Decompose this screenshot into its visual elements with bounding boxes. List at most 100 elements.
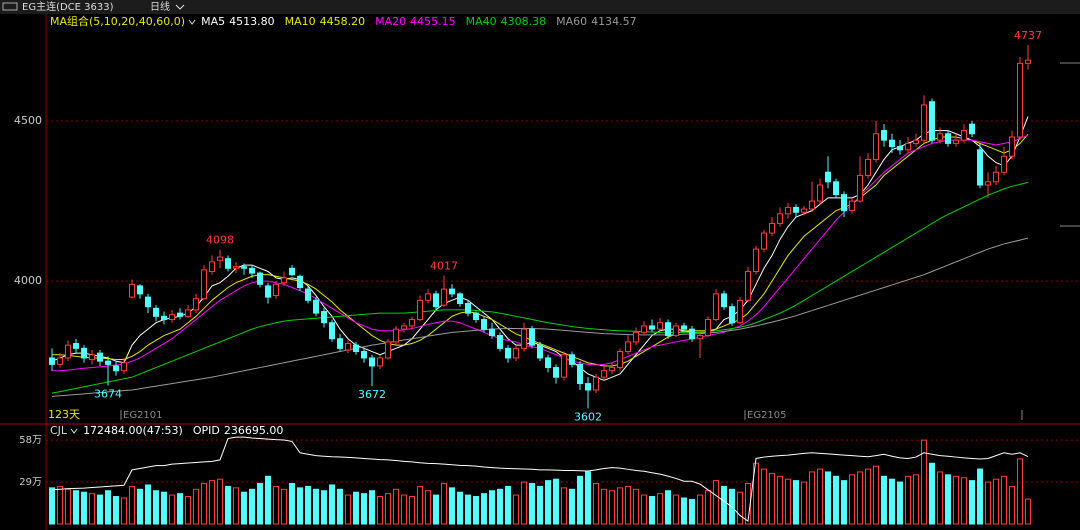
candle-body bbox=[265, 285, 271, 298]
high-label: 4017 bbox=[430, 260, 458, 273]
volume-bar bbox=[969, 480, 975, 525]
candle-body bbox=[105, 360, 111, 365]
volume-bar bbox=[129, 485, 135, 525]
candle-body bbox=[377, 357, 383, 367]
candle-body bbox=[49, 357, 55, 365]
candle-body bbox=[169, 314, 175, 321]
candle-body bbox=[881, 130, 887, 141]
candle-body bbox=[873, 133, 879, 160]
x-tick-label: EG2105 bbox=[747, 410, 787, 421]
candle-body bbox=[113, 365, 119, 372]
period-count: 123天 bbox=[48, 408, 80, 421]
candle-body bbox=[545, 357, 551, 369]
candle-body bbox=[89, 354, 95, 361]
candle-body bbox=[753, 248, 759, 272]
candle-body bbox=[561, 354, 567, 378]
volume-bar bbox=[817, 468, 823, 525]
volume-bar bbox=[609, 490, 615, 525]
candle-body bbox=[449, 288, 455, 295]
candle-body bbox=[721, 293, 727, 308]
legend-value: 236695.00 bbox=[224, 424, 284, 437]
candle-body bbox=[505, 347, 511, 359]
y-tick-label: 4000 bbox=[14, 274, 42, 287]
volume-bar bbox=[241, 491, 247, 525]
candle-body bbox=[225, 258, 231, 269]
candle-body bbox=[457, 293, 463, 305]
volume-bar bbox=[857, 471, 863, 525]
volume-bar bbox=[97, 494, 103, 525]
legend-name: OPID bbox=[193, 424, 220, 437]
volume-bar bbox=[57, 485, 63, 525]
candle-body bbox=[801, 208, 807, 213]
candle-body bbox=[585, 383, 591, 391]
candle-body bbox=[961, 130, 967, 141]
candle-body bbox=[417, 299, 423, 321]
candle-body bbox=[905, 142, 911, 151]
volume-bar bbox=[737, 491, 743, 525]
ma-line bbox=[51, 181, 1029, 394]
volume-bar bbox=[537, 485, 543, 525]
volume-bar bbox=[441, 483, 447, 525]
volume-bar bbox=[1025, 498, 1031, 525]
candle-body bbox=[297, 275, 303, 288]
candle-body bbox=[145, 296, 151, 308]
volume-bar bbox=[329, 484, 335, 525]
volume-bar bbox=[929, 462, 935, 525]
volume-bar bbox=[153, 490, 159, 525]
volume-bar bbox=[825, 471, 831, 525]
candle-body bbox=[65, 344, 71, 359]
volume-bar bbox=[673, 494, 679, 525]
y-tick-label: 58万 bbox=[19, 435, 42, 446]
legend-value: 4458.20 bbox=[320, 15, 366, 28]
ma-group-label: MA组合(5,10,20,40,60,0) bbox=[50, 14, 185, 28]
volume-bar bbox=[193, 488, 199, 525]
candle-body bbox=[937, 133, 943, 141]
volume-value: 172484.00(47:53) bbox=[83, 424, 183, 437]
volume-bar bbox=[513, 494, 519, 525]
period-selector[interactable]: 日线 bbox=[150, 0, 170, 13]
volume-bar bbox=[257, 483, 263, 525]
candle-body bbox=[313, 299, 319, 314]
volume-bar bbox=[689, 498, 695, 525]
volume-bar bbox=[593, 483, 599, 525]
volume-bar bbox=[409, 496, 415, 525]
candle-body bbox=[401, 325, 407, 330]
candle-body bbox=[161, 315, 167, 321]
dropdown-arrow[interactable] bbox=[175, 4, 185, 10]
candle-body bbox=[601, 370, 607, 378]
volume-bar bbox=[89, 493, 95, 525]
volume-bar bbox=[521, 481, 527, 525]
dropdown-arrow[interactable] bbox=[188, 19, 196, 25]
candle-body bbox=[337, 338, 343, 349]
volume-bar bbox=[185, 496, 191, 525]
high-label: 4737 bbox=[1014, 29, 1042, 42]
volume-bar bbox=[849, 474, 855, 525]
volume-bar bbox=[865, 468, 871, 525]
candle-body bbox=[553, 367, 559, 378]
candle-body bbox=[729, 306, 735, 324]
candle-body bbox=[745, 270, 751, 301]
dropdown-arrow[interactable] bbox=[70, 428, 78, 434]
volume-bar bbox=[449, 487, 455, 525]
candle-body bbox=[865, 158, 871, 176]
volume-bar bbox=[761, 468, 767, 525]
candle-body bbox=[273, 283, 279, 297]
candle-body bbox=[577, 363, 583, 385]
volume-bar bbox=[633, 488, 639, 525]
candle-body bbox=[713, 293, 719, 321]
volume-bar bbox=[385, 493, 391, 525]
volume-bar bbox=[353, 491, 359, 525]
volume-bar bbox=[985, 481, 991, 525]
low-label: 3674 bbox=[94, 387, 122, 400]
candle-body bbox=[537, 344, 543, 359]
volume-bar bbox=[889, 478, 895, 525]
candle-body bbox=[689, 328, 695, 340]
menu-icon[interactable] bbox=[2, 2, 18, 11]
candle-body bbox=[761, 232, 767, 250]
volume-bar bbox=[225, 485, 231, 525]
candle-body bbox=[921, 104, 927, 141]
volume-bar bbox=[161, 491, 167, 525]
candle-body bbox=[97, 352, 103, 362]
candle-body bbox=[121, 362, 127, 372]
legend-value: 4513.80 bbox=[229, 15, 275, 28]
